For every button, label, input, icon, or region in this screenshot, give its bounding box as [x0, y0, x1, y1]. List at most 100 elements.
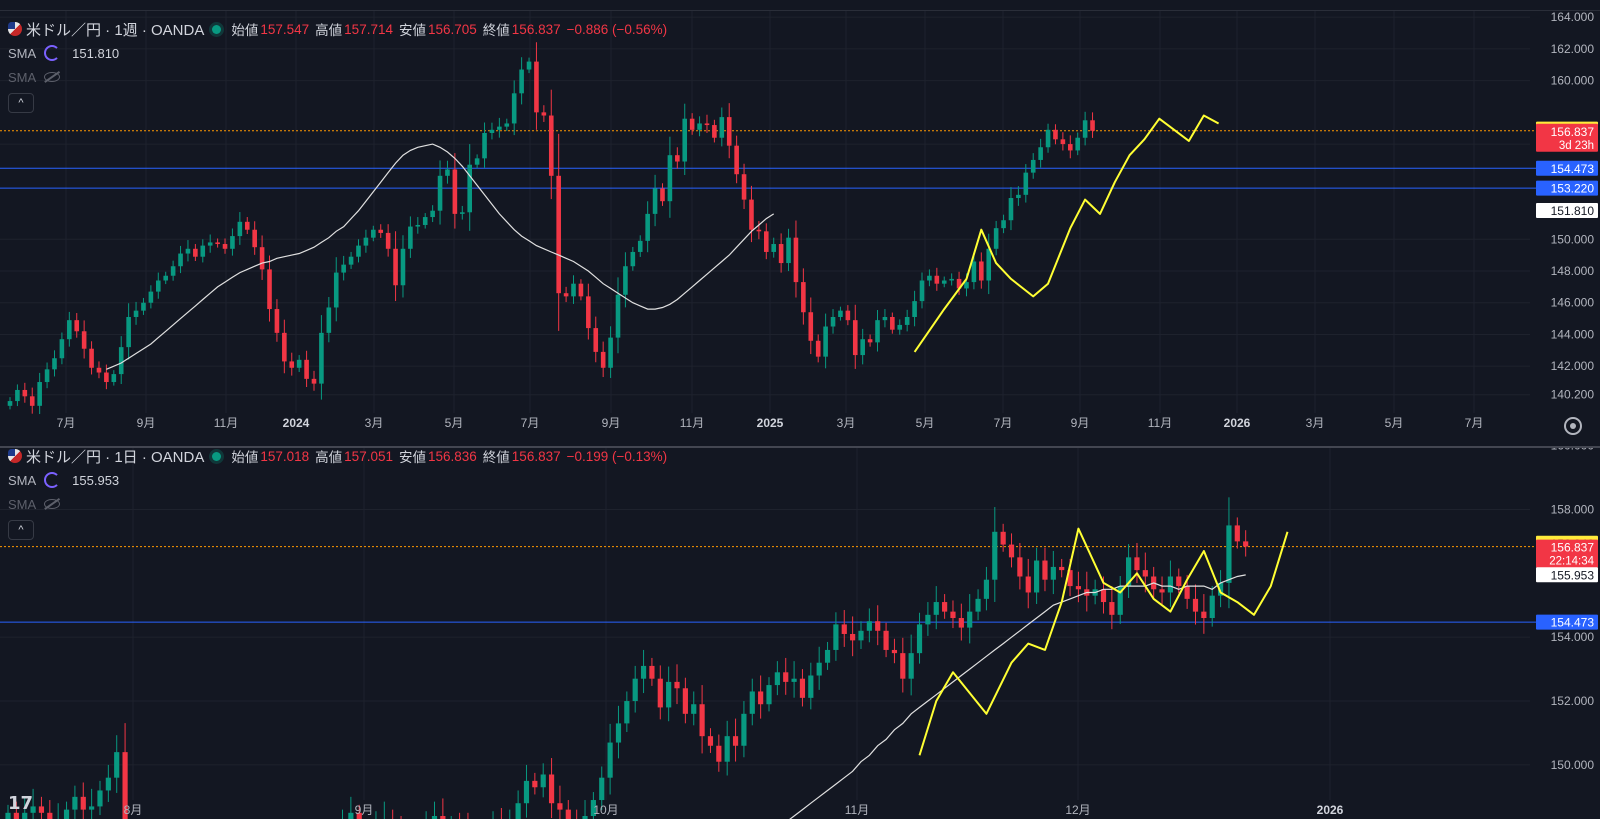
- collapse-legend-button[interactable]: ^: [8, 520, 34, 540]
- price-badge-label: 154.473: [1551, 162, 1595, 176]
- candle-body: [215, 242, 220, 245]
- settings-gear-icon[interactable]: [1564, 417, 1582, 435]
- candle-body: [841, 624, 847, 634]
- candle-body: [919, 280, 925, 302]
- collapse-legend-button[interactable]: ^: [8, 93, 34, 113]
- high-value: 157.714: [344, 21, 393, 37]
- candle-body: [540, 774, 546, 788]
- weekly-chart-pane[interactable]: 164.000162.000160.000156.000150.000148.0…: [0, 10, 1600, 443]
- candle-body: [467, 164, 473, 213]
- eye-hidden-icon[interactable]: [44, 72, 61, 82]
- low-label: 安値: [398, 23, 426, 38]
- candle-body: [29, 396, 35, 406]
- candle-body: [200, 245, 206, 257]
- candle-body: [934, 275, 940, 284]
- candle-body: [141, 302, 146, 311]
- candle-body: [422, 217, 428, 225]
- candle-body: [400, 248, 406, 286]
- time-tick-label: 9月: [137, 416, 156, 430]
- tradingview-logo[interactable]: 17: [8, 793, 34, 814]
- price-badge: [1536, 614, 1598, 630]
- candle-body: [823, 326, 828, 357]
- price-badge-countdown: 3d 23h: [1559, 140, 1594, 152]
- candle-body: [1082, 120, 1088, 138]
- candle-body: [640, 665, 647, 679]
- candle-body: [74, 320, 80, 332]
- candle-body: [623, 266, 628, 295]
- candle-body: [908, 653, 914, 679]
- symbol-title[interactable]: 米ドル／円 · 1日 · OANDA: [26, 448, 205, 466]
- price-badge: [1536, 180, 1598, 196]
- candle-body: [22, 389, 28, 397]
- candle-body: [956, 278, 962, 289]
- candle-body: [774, 672, 780, 686]
- candle-body: [97, 790, 103, 807]
- candle-body: [274, 309, 280, 333]
- candle-body: [900, 653, 906, 679]
- time-tick-label: 7月: [57, 416, 76, 430]
- candle-body: [942, 602, 948, 612]
- candle-body: [1134, 557, 1140, 571]
- candle-body: [904, 316, 910, 325]
- candle-body: [992, 531, 998, 580]
- sync-icon: [44, 472, 61, 488]
- candle-body: [230, 236, 235, 249]
- candle-body: [758, 691, 764, 705]
- candle-body: [44, 369, 50, 383]
- sma-label[interactable]: SMA: [8, 472, 37, 488]
- candle-body: [645, 213, 650, 241]
- candle-body: [916, 624, 923, 654]
- candle-body: [1126, 557, 1132, 587]
- candle-body: [482, 132, 487, 159]
- candle-body: [385, 232, 391, 249]
- candle-body: [707, 736, 714, 746]
- candle-body: [244, 221, 250, 230]
- time-tick-label: 11月: [845, 803, 869, 817]
- daily-chart-pane[interactable]: 160.000158.000154.000152.000150.000156.9…: [0, 446, 1600, 819]
- eye-hidden-icon[interactable]: [44, 499, 61, 509]
- candle-body: [858, 630, 864, 641]
- candle-body: [724, 736, 730, 762]
- candle-body: [712, 125, 717, 138]
- candle-body: [311, 378, 317, 384]
- candle-body: [178, 253, 183, 267]
- candle-body: [341, 264, 346, 273]
- candle-body: [155, 280, 161, 292]
- candle-body: [689, 118, 695, 130]
- candle-body: [941, 280, 947, 284]
- sync-icon: [44, 45, 61, 61]
- price-tick-label: 158.000: [1551, 502, 1595, 516]
- candle-body: [964, 282, 969, 289]
- candle-body: [408, 226, 413, 249]
- time-tick-label: 3月: [365, 416, 384, 430]
- candle-body: [511, 93, 517, 124]
- symbol-title[interactable]: 米ドル／円 · 1週 · OANDA: [26, 21, 205, 39]
- sma-label[interactable]: SMA: [8, 45, 37, 61]
- candle-body: [289, 361, 295, 368]
- candle-body: [983, 579, 990, 599]
- daily-chart-canvas[interactable]: 160.000158.000154.000152.000150.000156.9…: [0, 448, 1600, 819]
- candle-body: [89, 806, 95, 810]
- time-tick-label: 7月: [994, 416, 1013, 430]
- candle-body: [163, 275, 169, 281]
- weekly-chart-canvas[interactable]: 164.000162.000160.000156.000150.000148.0…: [0, 11, 1600, 443]
- candle-body: [578, 283, 584, 297]
- sma-hidden-label[interactable]: SMA: [8, 496, 37, 512]
- candle-body: [1243, 541, 1249, 547]
- sma-hidden-label[interactable]: SMA: [8, 69, 37, 85]
- price-badge-label: 153.220: [1551, 182, 1595, 196]
- candle-body: [993, 228, 999, 249]
- time-tick-label: 2024: [283, 416, 310, 430]
- candle-body: [660, 188, 665, 202]
- candle-body: [1075, 586, 1082, 590]
- candle-body: [1053, 129, 1058, 140]
- candle-body: [704, 123, 710, 126]
- candle-body: [519, 69, 524, 94]
- candle-body: [15, 389, 20, 402]
- change-value: −0.199 (−0.13%): [566, 448, 668, 464]
- candle-body: [1000, 531, 1006, 545]
- candle-body: [607, 742, 613, 778]
- candle-body: [13, 812, 19, 819]
- candle-body: [801, 282, 806, 313]
- candle-body: [845, 310, 851, 321]
